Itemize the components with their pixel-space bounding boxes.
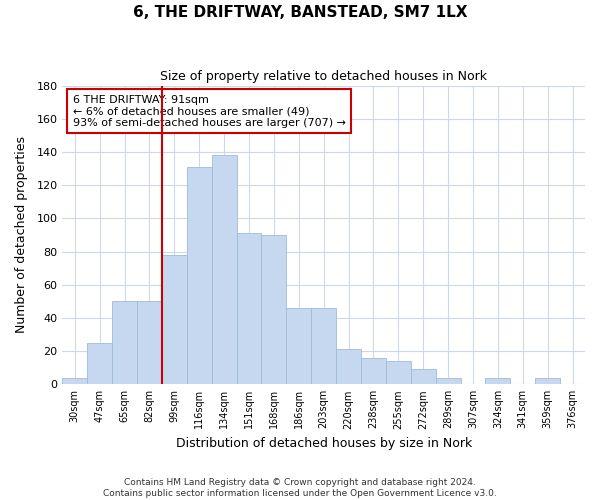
- Text: 6, THE DRIFTWAY, BANSTEAD, SM7 1LX: 6, THE DRIFTWAY, BANSTEAD, SM7 1LX: [133, 5, 467, 20]
- Bar: [62, 378, 87, 384]
- Text: 6 THE DRIFTWAY: 91sqm
← 6% of detached houses are smaller (49)
93% of semi-detac: 6 THE DRIFTWAY: 91sqm ← 6% of detached h…: [73, 94, 346, 128]
- Bar: [485, 378, 511, 384]
- Title: Size of property relative to detached houses in Nork: Size of property relative to detached ho…: [160, 70, 487, 83]
- Bar: [262, 235, 286, 384]
- Bar: [87, 343, 112, 384]
- Bar: [361, 358, 386, 384]
- Bar: [535, 378, 560, 384]
- Bar: [112, 302, 137, 384]
- Y-axis label: Number of detached properties: Number of detached properties: [15, 136, 28, 334]
- Bar: [411, 370, 436, 384]
- X-axis label: Distribution of detached houses by size in Nork: Distribution of detached houses by size …: [176, 437, 472, 450]
- Bar: [386, 361, 411, 384]
- Bar: [137, 302, 162, 384]
- Bar: [436, 378, 461, 384]
- Bar: [336, 350, 361, 384]
- Bar: [311, 308, 336, 384]
- Text: Contains HM Land Registry data © Crown copyright and database right 2024.
Contai: Contains HM Land Registry data © Crown c…: [103, 478, 497, 498]
- Bar: [236, 234, 262, 384]
- Bar: [187, 167, 212, 384]
- Bar: [286, 308, 311, 384]
- Bar: [162, 255, 187, 384]
- Bar: [212, 156, 236, 384]
